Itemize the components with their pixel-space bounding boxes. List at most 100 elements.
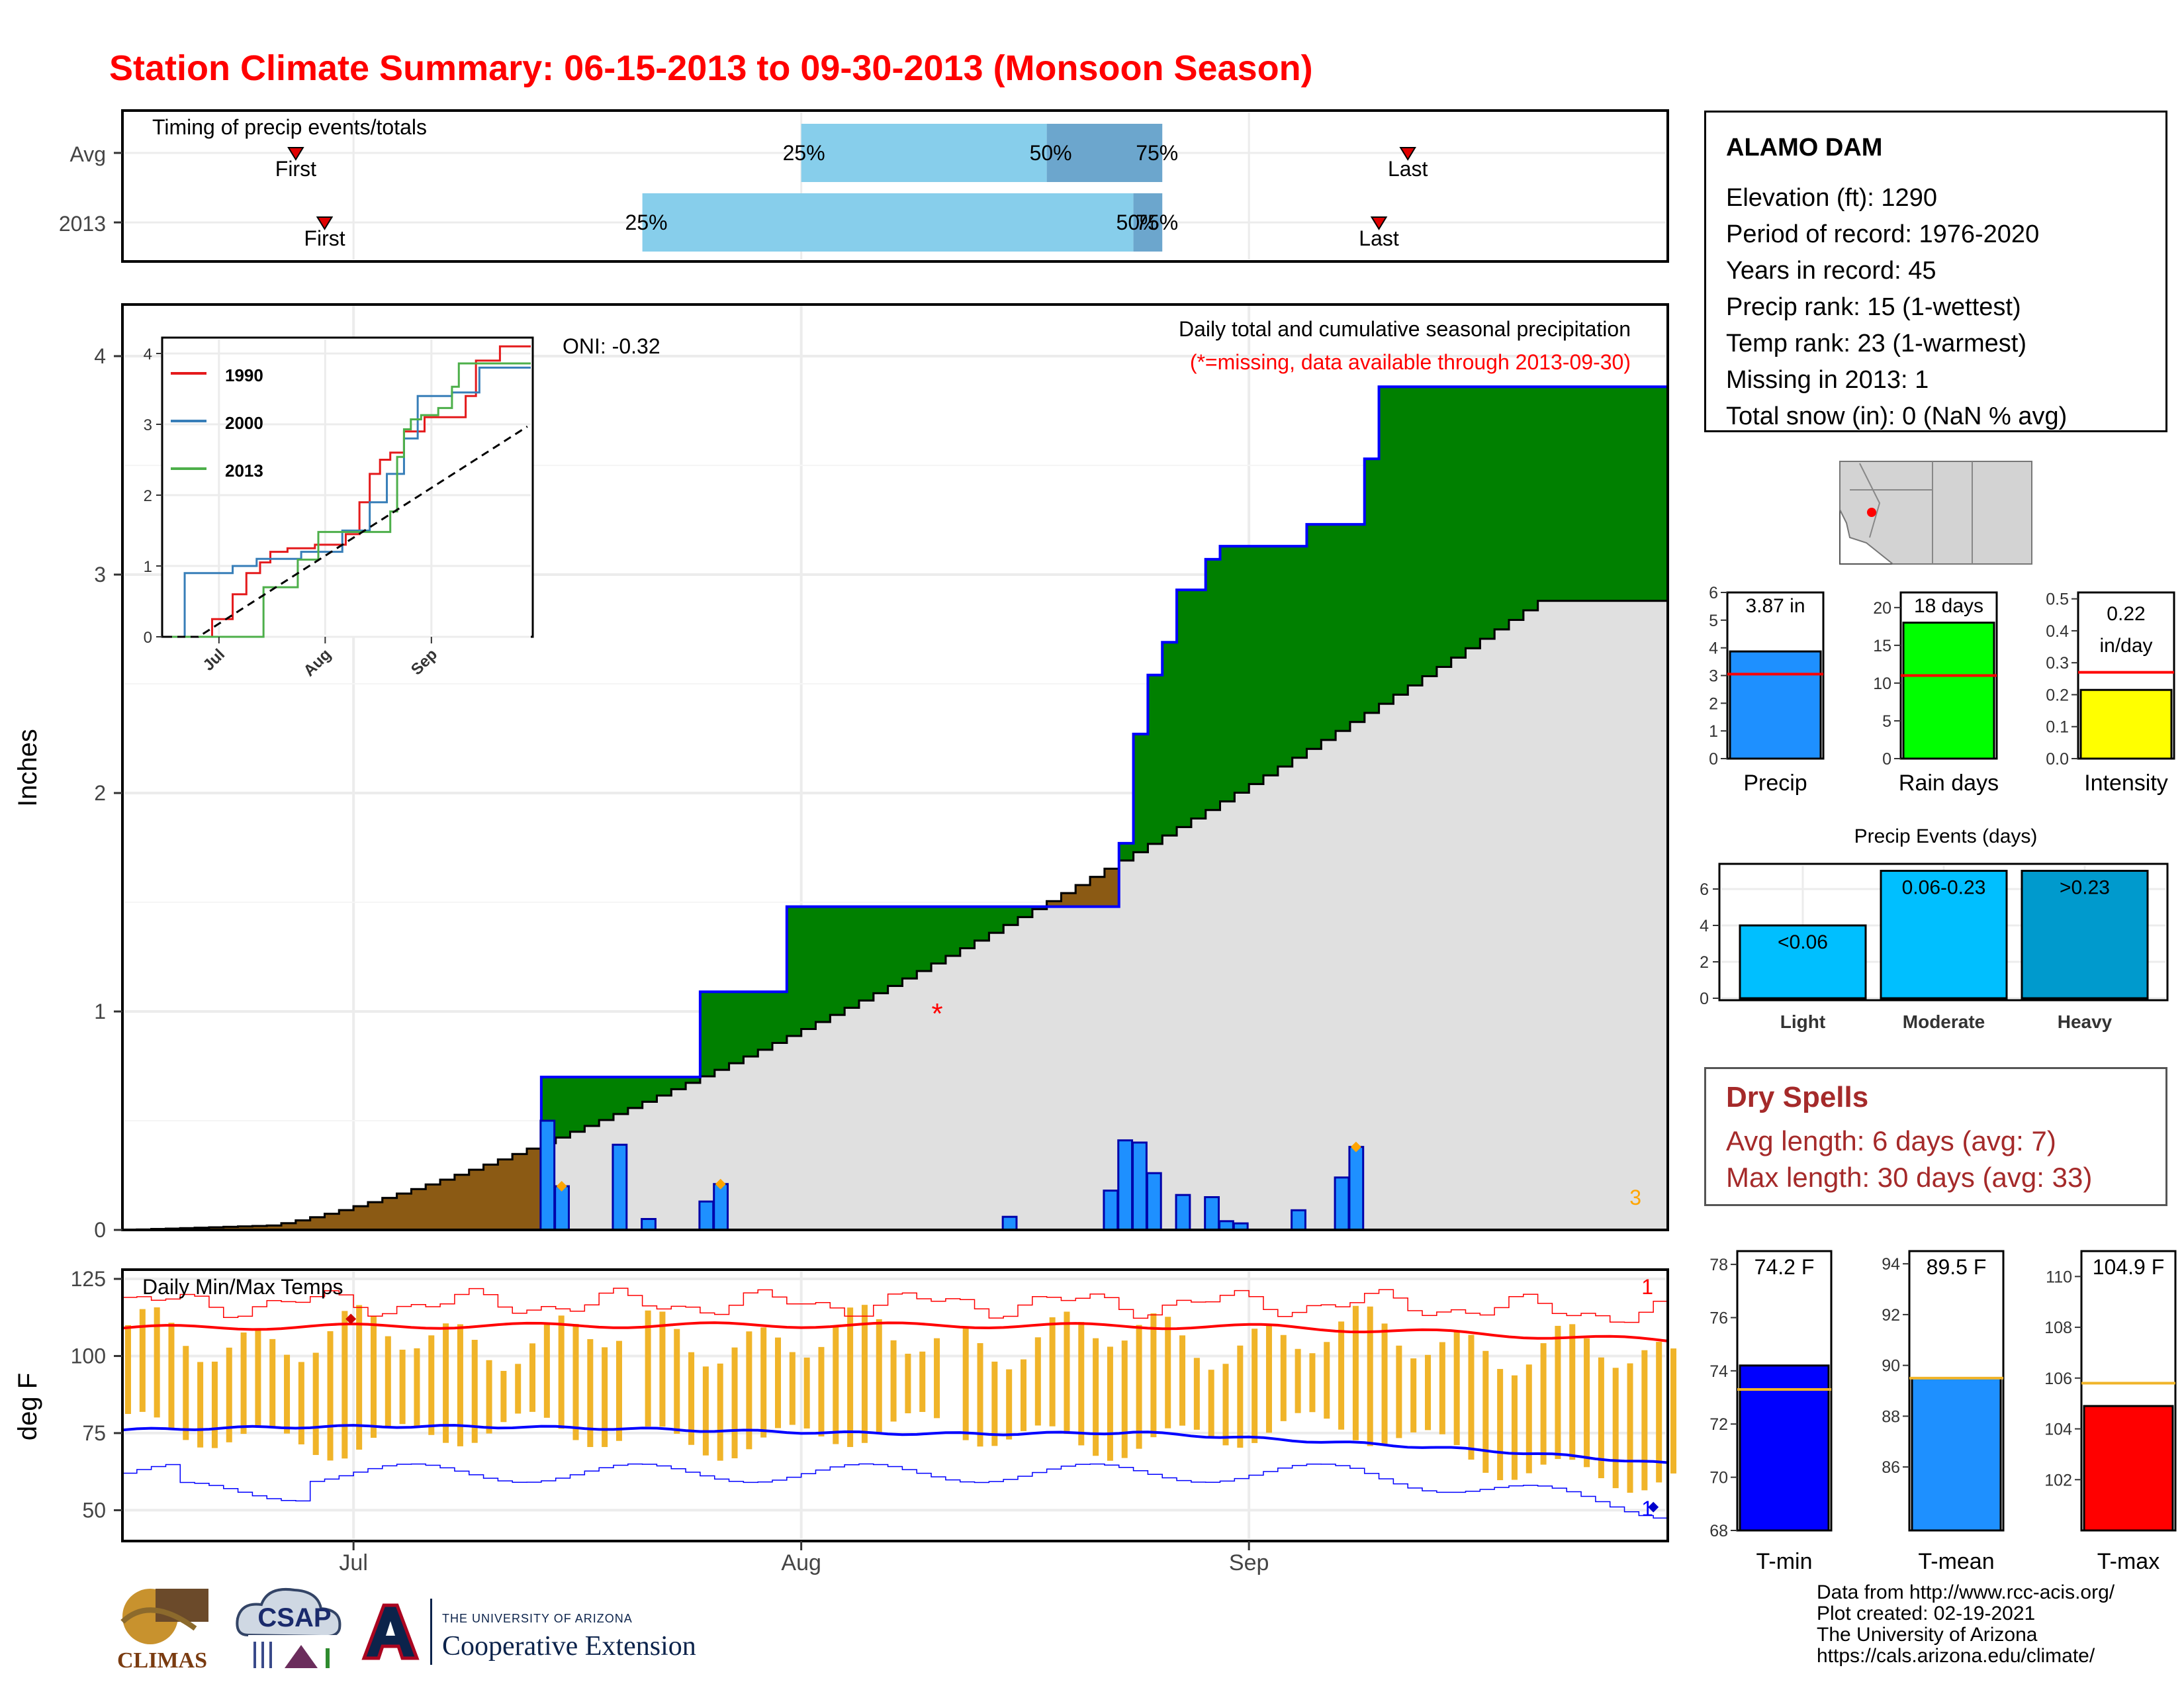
timing-2013-q75-label: 75% bbox=[1136, 211, 1178, 234]
summary-y-tick-label: 2 bbox=[1709, 694, 1718, 713]
temp-range-bar bbox=[255, 1329, 261, 1428]
climatology-line bbox=[122, 600, 1668, 1231]
temp-range-bar bbox=[1555, 1325, 1561, 1460]
temp-range-bar bbox=[1020, 1359, 1026, 1431]
precip-y-label: Inches bbox=[13, 729, 42, 807]
average-min-line bbox=[122, 1424, 1668, 1464]
temp-range-bar bbox=[356, 1305, 363, 1450]
temp-range-bar bbox=[1670, 1348, 1676, 1474]
temp-range-bar bbox=[1265, 1325, 1272, 1433]
temp-range-bar bbox=[1049, 1317, 1056, 1427]
summary-y-tick-label: 4 bbox=[1709, 639, 1718, 658]
temp-range-bar bbox=[443, 1323, 449, 1443]
locator-map bbox=[1839, 461, 2032, 565]
temp-range-bar bbox=[645, 1310, 651, 1427]
temp-summary-label: T-mean bbox=[1918, 1549, 1994, 1574]
temp-summary-y-tick-label: 68 bbox=[1709, 1522, 1728, 1540]
oni-label: ONI: -0.32 bbox=[563, 334, 660, 358]
temp-range-bar bbox=[1107, 1346, 1113, 1461]
temp-range-bar bbox=[1006, 1369, 1013, 1440]
summary-label: Precip bbox=[1743, 771, 1807, 796]
inset-legend-2000: 2000 bbox=[225, 413, 263, 433]
temp-summary-y-tick-label: 70 bbox=[1709, 1469, 1728, 1487]
timing-avg-first-marker bbox=[287, 147, 304, 161]
temp-summary-y-tick-label: 110 bbox=[2046, 1268, 2072, 1286]
dry-spells-title: Dry Spells bbox=[1726, 1081, 1869, 1113]
events-x-label: Light bbox=[1780, 1011, 1825, 1032]
timing-avg-q25-label: 25% bbox=[783, 141, 825, 165]
events-bar-text: 0.06-0.23 bbox=[1902, 877, 1986, 899]
station-info-box: ALAMO DAM Elevation (ft): 1290 Period of… bbox=[1704, 111, 2167, 432]
temp-range-bar bbox=[1627, 1363, 1633, 1493]
temp-range-bar bbox=[1093, 1338, 1099, 1456]
station-line-missing: Missing in 2013: 1 bbox=[1726, 366, 1929, 394]
temp-range-bar bbox=[312, 1352, 319, 1455]
station-line-temp-rank: Temp rank: 23 (1-warmest) bbox=[1726, 330, 2027, 357]
footer-line-url: https://cals.arizona.edu/climate/ bbox=[1817, 1645, 2095, 1667]
temp-range-bar bbox=[861, 1305, 868, 1443]
temp-range-bar bbox=[154, 1307, 160, 1418]
map-land bbox=[1839, 461, 2032, 565]
temp-range-bar bbox=[587, 1338, 594, 1447]
temp-range-bar bbox=[1309, 1353, 1316, 1413]
temp-range-bar bbox=[659, 1311, 666, 1427]
summary-y-tick-label: 0.2 bbox=[2046, 686, 2069, 704]
summary-value-text2: in/day bbox=[2099, 635, 2152, 657]
events-y-tick-label: 4 bbox=[1700, 917, 1709, 935]
events-bar-light bbox=[1739, 924, 1867, 1000]
summary-y-tick-label: 0.4 bbox=[2046, 622, 2069, 641]
temp-range-bar bbox=[890, 1340, 897, 1422]
summary-bar-intensity bbox=[2079, 688, 2173, 760]
page-title: Station Climate Summary: 06-15-2013 to 0… bbox=[109, 48, 1313, 88]
ua-logo-big-text: Cooperative Extension bbox=[442, 1631, 696, 1662]
summary-bars: 3.87 in 0 1 2 3 4 5 6 Precip 18 days 0 5 10 15 20 Rain … bbox=[1709, 584, 2175, 796]
temp-range-bar bbox=[428, 1335, 435, 1435]
temp-range-bar bbox=[1034, 1337, 1041, 1426]
temp-summary-bar-t-mean bbox=[1911, 1377, 2002, 1532]
temp-range-bar bbox=[919, 1351, 926, 1412]
temp-range-bar bbox=[327, 1331, 334, 1461]
temp-range-bar bbox=[1525, 1364, 1532, 1474]
temp-panel: Daily Min/Max Temps 1 1 50 75 100 125 deg F… bbox=[13, 1267, 1676, 1575]
daily-precip-markers bbox=[556, 1141, 1361, 1192]
events-x-label: Moderate bbox=[1903, 1011, 1985, 1032]
temp-range-bar bbox=[1251, 1329, 1258, 1443]
inset-y-axis: 0 1 2 3 4 bbox=[144, 346, 162, 647]
summary-label: Intensity bbox=[2084, 771, 2168, 796]
temp-range-bars bbox=[125, 1305, 1676, 1493]
temp-range-bar bbox=[1410, 1358, 1417, 1432]
temp-range-bar bbox=[1381, 1323, 1388, 1445]
temp-summary-y-tick-label: 90 bbox=[1882, 1357, 1900, 1376]
precip-y-tick-label: 4 bbox=[94, 344, 106, 368]
footer-line-data-source: Data from http://www.rcc-acis.org/ bbox=[1817, 1581, 2115, 1603]
inset-y-tick-label: 0 bbox=[144, 629, 152, 647]
temp-summary-y-tick-label: 104 bbox=[2044, 1421, 2072, 1439]
temp-summary-y-tick-label: 78 bbox=[1709, 1256, 1728, 1274]
events-bar-moderate bbox=[1880, 870, 2008, 1000]
temp-range-bar bbox=[139, 1309, 146, 1412]
temp-range-bar bbox=[1222, 1364, 1229, 1446]
heavy-event-marker bbox=[556, 1181, 567, 1192]
temp-summary-y-tick-label: 106 bbox=[2044, 1370, 2072, 1388]
temp-range-bar bbox=[1425, 1354, 1432, 1430]
temp-summary-y-tick-label: 102 bbox=[2044, 1471, 2072, 1489]
precip-y-tick-label: 1 bbox=[94, 1000, 106, 1023]
temp-panel-border bbox=[121, 1268, 1669, 1542]
temp-y-axis: 50 75 100 125 bbox=[71, 1267, 122, 1522]
temp-range-bar bbox=[1540, 1343, 1547, 1465]
temp-range-bar bbox=[746, 1331, 752, 1450]
events-title: Precip Events (days) bbox=[1854, 825, 2038, 847]
temp-range-bar bbox=[298, 1362, 304, 1444]
temp-range-bar bbox=[775, 1337, 782, 1429]
temp-range-bar bbox=[847, 1307, 854, 1447]
events-y-tick-label: 2 bbox=[1700, 953, 1709, 972]
summary-y-tick-label: 0.1 bbox=[2046, 718, 2069, 737]
temp-range-bar bbox=[471, 1340, 478, 1443]
temp-range-bar bbox=[558, 1315, 565, 1429]
temp-summary-label: T-min bbox=[1756, 1549, 1813, 1574]
timing-2013-q50-label: 50% bbox=[1116, 211, 1159, 234]
temp-range-bar bbox=[1295, 1348, 1301, 1413]
temperature-summary-bars: 74.2 F 68 70 72 74 76 78 T-min 89.5 F 86 88 90 92 94 T… bbox=[1709, 1250, 2177, 1574]
station-name: ALAMO DAM bbox=[1726, 134, 1883, 162]
temp-panel-label: Daily Min/Max Temps bbox=[142, 1275, 343, 1299]
